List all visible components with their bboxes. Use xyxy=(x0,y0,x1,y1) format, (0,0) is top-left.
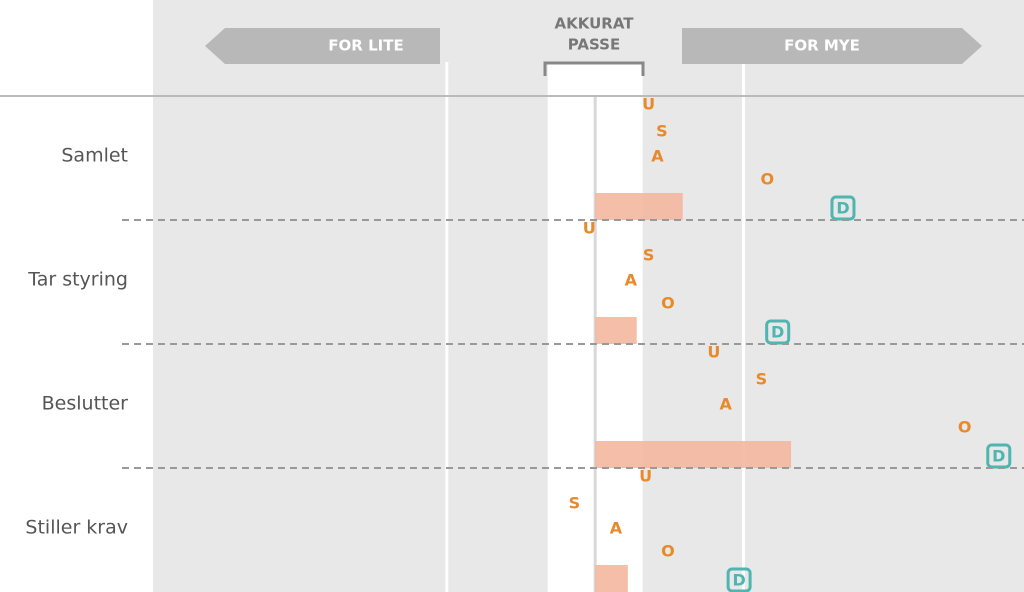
marker: O xyxy=(958,418,972,437)
header-middle: PASSE xyxy=(568,36,620,54)
marker: O xyxy=(661,542,675,561)
marker: S xyxy=(656,122,668,141)
category-label: Stiller krav xyxy=(25,517,128,539)
marker: A xyxy=(720,395,733,414)
marker: D xyxy=(771,323,784,342)
marker: U xyxy=(707,343,720,362)
arrow-right xyxy=(682,28,982,64)
header-middle: AKKURAT xyxy=(555,15,635,33)
marker: S xyxy=(569,494,581,513)
marker-box xyxy=(726,567,752,592)
marker: O xyxy=(661,294,675,313)
marker: D xyxy=(732,571,745,590)
marker-box xyxy=(765,319,791,345)
category-label: Tar styring xyxy=(27,269,128,291)
bar xyxy=(595,565,628,592)
category-label: Samlet xyxy=(61,145,128,167)
marker: D xyxy=(836,199,849,218)
category-label: Beslutter xyxy=(42,393,129,415)
marker: U xyxy=(642,95,655,114)
marker: A xyxy=(651,147,664,166)
marker: D xyxy=(992,447,1005,466)
header-right: FOR MYE xyxy=(784,37,860,55)
marker: S xyxy=(643,246,655,265)
marker: U xyxy=(639,467,652,486)
marker: S xyxy=(756,370,768,389)
marker: A xyxy=(625,271,638,290)
bar xyxy=(595,441,792,468)
bar xyxy=(595,193,683,220)
bracket xyxy=(543,61,645,76)
marker: O xyxy=(760,170,774,189)
marker: A xyxy=(610,519,623,538)
arrow-left xyxy=(205,28,440,64)
bar xyxy=(595,317,637,344)
header-left: FOR LITE xyxy=(328,37,403,55)
marker: U xyxy=(583,219,596,238)
